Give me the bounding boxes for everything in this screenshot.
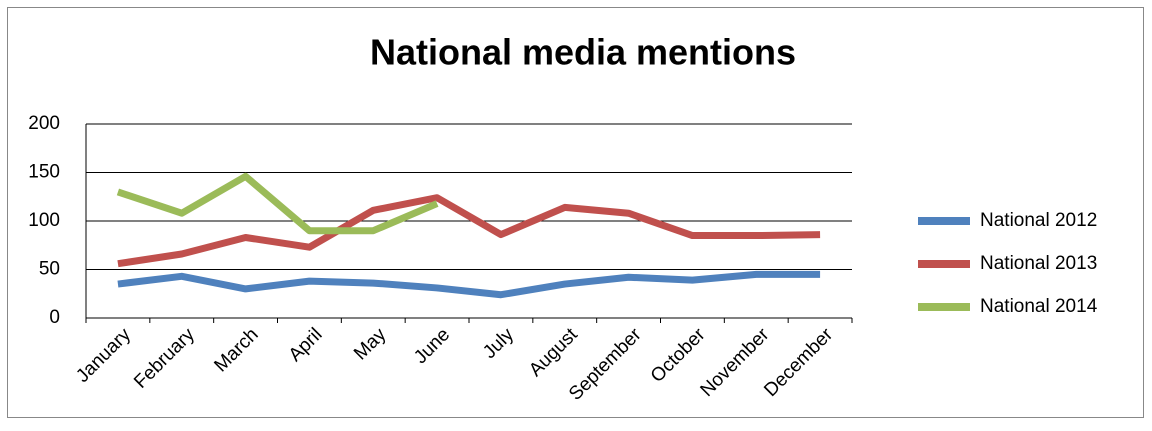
- legend-swatch: [918, 260, 970, 268]
- y-tick-label: 200: [28, 113, 60, 134]
- series-line: [117, 270, 821, 299]
- legend-label: National 2014: [980, 296, 1098, 317]
- series-line: [117, 194, 821, 268]
- y-tick-label: 50: [39, 259, 60, 280]
- series-line: [116, 172, 439, 235]
- chart-title: National media mentions: [370, 32, 796, 73]
- y-tick-label: 100: [28, 210, 60, 231]
- legend-swatch: [918, 217, 970, 225]
- legend-label: National 2012: [980, 210, 1097, 231]
- y-tick-label: 150: [28, 162, 60, 183]
- legend-swatch: [918, 303, 970, 311]
- y-tick-label: 0: [49, 307, 60, 328]
- chart-frame: [7, 7, 1144, 418]
- legend-label: National 2013: [980, 253, 1097, 274]
